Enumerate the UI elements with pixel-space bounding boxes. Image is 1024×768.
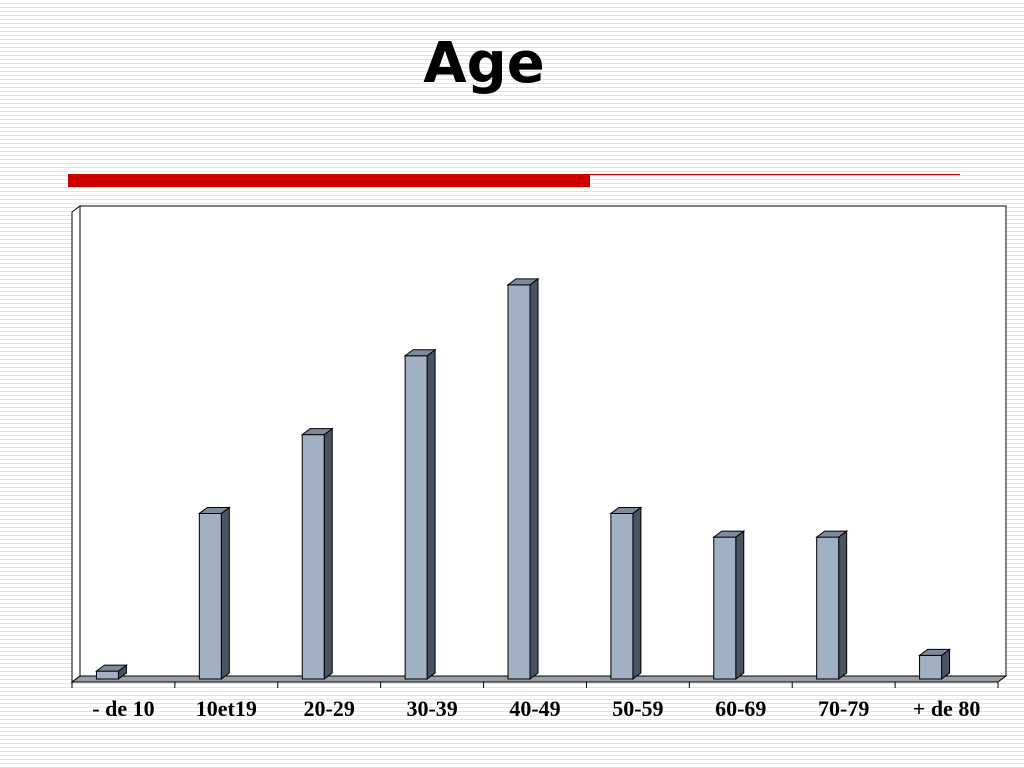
bar-side (632, 506, 642, 680)
x-tick-label: 20-29 (304, 696, 355, 721)
bar-top (609, 506, 643, 514)
bar-top (506, 278, 540, 286)
bar-top (94, 664, 128, 672)
x-tick-label: 30-39 (406, 696, 457, 721)
bar-side (426, 348, 436, 680)
bar-top (815, 530, 849, 538)
bar-front (198, 512, 222, 680)
bar-top (918, 648, 952, 656)
bar-top (197, 506, 231, 514)
bar-top (403, 349, 437, 357)
x-tick-label: + de 80 (913, 696, 981, 721)
bar (94, 664, 128, 680)
page-title: Age (423, 31, 545, 96)
x-tick-label: - de 10 (92, 696, 154, 721)
bar-front (816, 536, 840, 680)
bar-side (323, 427, 333, 680)
bar (609, 506, 643, 680)
accent-bar (68, 174, 590, 187)
bar (815, 530, 849, 680)
bar-front (404, 355, 428, 680)
bar (918, 648, 952, 680)
bars-layer (94, 277, 952, 680)
x-axis-ticks (71, 681, 999, 688)
accent-line (590, 174, 960, 175)
bar-side (220, 506, 230, 680)
bar-top (712, 530, 746, 538)
bar-front (919, 654, 943, 680)
bar-top (300, 428, 334, 436)
x-tick-label: 40-49 (509, 696, 560, 721)
x-axis-labels: - de 10 10et19 20-29 30-39 40-49 50-59 60-69 70… (92, 696, 980, 721)
x-tick-label: 50-59 (612, 696, 663, 721)
bar (197, 506, 231, 680)
chart-side-wall (71, 205, 81, 683)
bar-front (713, 536, 737, 680)
bar (300, 427, 334, 680)
x-tick-label: 70-79 (818, 696, 869, 721)
bar-front (301, 434, 325, 680)
bar (712, 530, 746, 680)
bar-side (735, 530, 745, 680)
bar-side (838, 530, 848, 680)
bar (506, 277, 540, 680)
bar-front (610, 512, 634, 680)
chart-back-wall (79, 205, 1007, 677)
bar-front (507, 284, 531, 680)
bar-side (529, 277, 539, 680)
bar (403, 348, 437, 680)
x-tick-label: 60-69 (715, 696, 766, 721)
x-tick-label: 10et19 (196, 696, 257, 721)
bar-front (95, 670, 119, 680)
